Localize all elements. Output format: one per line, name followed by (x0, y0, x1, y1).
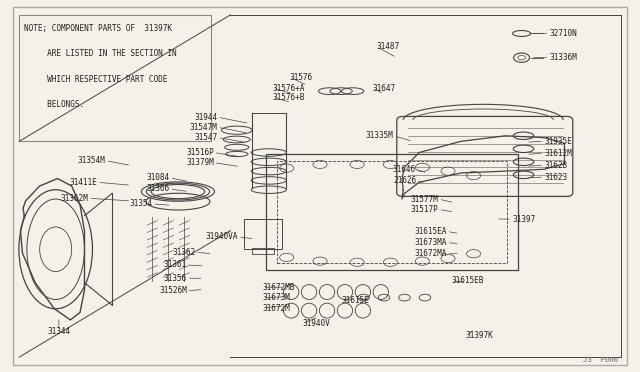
Text: J3  P006: J3 P006 (582, 357, 618, 363)
Text: BELONGS.: BELONGS. (24, 100, 84, 109)
Text: 31397K: 31397K (466, 331, 493, 340)
Bar (266, 154, 518, 270)
Text: 31940V: 31940V (302, 319, 330, 328)
Text: 31397: 31397 (512, 215, 535, 224)
Text: 31362: 31362 (172, 248, 195, 257)
Text: 31673M: 31673M (262, 293, 290, 302)
Text: 31356: 31356 (164, 274, 187, 283)
Bar (19, 15, 211, 141)
Text: 31344: 31344 (47, 327, 70, 336)
Text: 31647: 31647 (372, 84, 396, 93)
Text: 31084: 31084 (147, 173, 170, 182)
Text: NOTE; COMPONENT PARTS OF  31397K: NOTE; COMPONENT PARTS OF 31397K (24, 24, 172, 33)
Text: 31577M: 31577M (411, 195, 438, 203)
Text: 31615EA: 31615EA (414, 227, 447, 236)
Text: 31940VA: 31940VA (205, 232, 238, 241)
Text: 31628: 31628 (544, 161, 567, 170)
Text: ARE LISTED IN THE SECTION IN: ARE LISTED IN THE SECTION IN (24, 49, 177, 58)
Text: 31336M: 31336M (549, 53, 577, 62)
Text: 31672MB: 31672MB (262, 283, 295, 292)
Text: 32710N: 32710N (549, 29, 577, 38)
Text: 31547M: 31547M (190, 123, 218, 132)
Bar (244, 219, 282, 249)
Text: 31576+A: 31576+A (273, 84, 305, 93)
Text: 31673MA: 31673MA (414, 238, 447, 247)
Text: 31379M: 31379M (186, 158, 214, 167)
Text: 31646: 31646 (393, 165, 416, 174)
Text: 31487: 31487 (376, 42, 399, 51)
Text: 31576+B: 31576+B (273, 93, 305, 102)
Text: 31623: 31623 (544, 173, 567, 182)
Text: 31354M: 31354M (78, 156, 106, 165)
Text: 31354: 31354 (129, 199, 152, 208)
Text: 31615E: 31615E (341, 296, 369, 305)
Text: 31944: 31944 (195, 113, 218, 122)
Text: 31672MA: 31672MA (414, 249, 447, 258)
Bar (252, 248, 274, 254)
Text: 31672M: 31672M (262, 304, 290, 312)
Text: WHICH RESPECTIVE PART CODE: WHICH RESPECTIVE PART CODE (24, 75, 168, 84)
Text: 31612M: 31612M (544, 149, 572, 158)
Text: 31516P: 31516P (186, 148, 214, 157)
Bar (277, 161, 507, 263)
Text: 31547: 31547 (195, 133, 218, 142)
Text: 31526M: 31526M (159, 286, 187, 295)
Text: 31366: 31366 (147, 185, 170, 193)
Text: 31411E: 31411E (70, 178, 97, 187)
Text: 31335M: 31335M (366, 131, 394, 140)
Text: 31615EB: 31615EB (451, 276, 484, 285)
Text: 31361: 31361 (164, 260, 187, 269)
Text: 31362M: 31362M (61, 194, 88, 203)
Text: 31935E: 31935E (544, 137, 572, 146)
Text: 31576: 31576 (290, 73, 313, 81)
Text: 21626: 21626 (393, 176, 416, 185)
Text: 31517P: 31517P (411, 205, 438, 214)
